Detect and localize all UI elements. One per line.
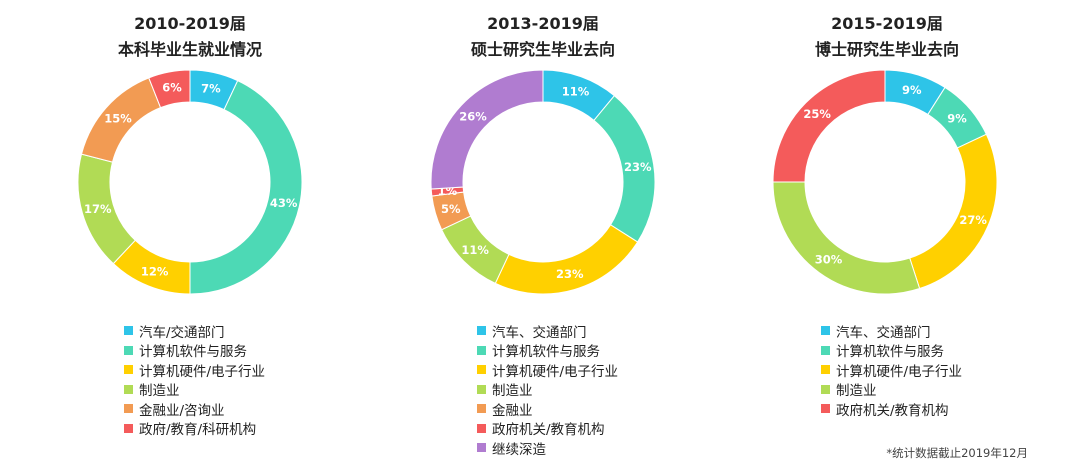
legend-swatch (124, 384, 133, 394)
legend-label: 计算机硬件/电子行业 (492, 363, 619, 380)
legend-swatch (821, 345, 830, 355)
chart-title: 2013-2019届 (487, 14, 599, 33)
legend-label: 政府机关/教育机构 (492, 422, 605, 439)
donut-chart: 11%23%23%11%5%1%26% (430, 69, 656, 295)
donut-slice (148, 69, 191, 109)
donut-slice (430, 69, 544, 190)
legend-item: 制造业 (477, 380, 618, 400)
chart-subtitle: 硕士研究生毕业去向 (470, 40, 615, 59)
legend-swatch (821, 326, 830, 336)
legend-item: 计算机软件与服务 (477, 341, 618, 361)
legend-label: 计算机硬件/电子行业 (836, 363, 963, 380)
slice-value-label: 25% (803, 107, 831, 121)
slice-value-label: 23% (556, 267, 584, 281)
legend-swatch (477, 404, 486, 414)
chart-legend: 汽车/交通部门计算机软件与服务计算机硬件/电子行业 制造业金融业/咨询业政府/教育… (124, 321, 265, 438)
chart-legend: 汽车、交通部门 计算机软件与服务计算机硬件/电子行业 制造业政府机关/教育机构 (821, 321, 962, 419)
slice-value-label: 7% (201, 81, 221, 95)
legend-item: 金融业 (477, 399, 618, 419)
slice-value-label: 43% (270, 196, 298, 210)
legend-label: 制造业 (139, 383, 180, 400)
legend-swatch (124, 365, 133, 375)
donut-chart: 7% 43% 12% 17% 15% 6% (77, 69, 303, 295)
legend-label: 计算机硬件/电子行业 (139, 363, 266, 380)
legend-label: 政府机关/教育机构 (836, 402, 949, 419)
footnote: *统计数据截止2019年12月 (886, 446, 1028, 460)
slice-value-label: 30% (815, 253, 843, 267)
legend-label: 制造业 (492, 383, 533, 400)
legend-swatch (124, 345, 133, 355)
legend-item: 汽车/交通部门 (124, 321, 265, 341)
legend-swatch (124, 404, 133, 414)
legend-item: 政府机关/教育机构 (821, 399, 962, 419)
donut-slice (494, 224, 639, 295)
legend-label: 金融业/咨询业 (139, 402, 225, 419)
legend-item: 制造业 (821, 380, 962, 400)
legend-item: 计算机硬件/电子行业 (821, 360, 962, 380)
legend-swatch (124, 326, 133, 336)
slice-value-label: 26% (459, 109, 487, 123)
donut-slice (909, 133, 998, 290)
donut-slice (772, 181, 921, 295)
slice-value-label: 15% (104, 112, 132, 126)
slice-value-label: 9% (902, 83, 922, 97)
chart-title: 2015-2019届 (831, 14, 943, 33)
slice-value-label: 6% (162, 81, 182, 95)
chart-panel-master: 2013-2019届 硕士研究生毕业去向 11% 23% 23% 11% 5% 1% 26%… (363, 0, 723, 470)
legend-item: 汽车、交通部门 (477, 321, 618, 341)
legend-item: 继续深造 (477, 438, 618, 458)
legend-swatch (821, 404, 830, 414)
chart-legend: 汽车、交通部门 计算机软件与服务计算机硬件/电子行业 制造业金融业政府机关/教育机构… (477, 321, 618, 458)
legend-swatch (477, 384, 486, 394)
legend-label: 计算机软件与服务 (836, 344, 944, 361)
legend-swatch (124, 423, 133, 433)
slice-value-label: 17% (84, 202, 112, 216)
legend-swatch (477, 423, 486, 433)
legend-swatch (477, 326, 486, 336)
chart-panel-phd: 2015-2019届 博士研究生毕业去向 9% 9% 27% 30% 25% 汽车、交通… (707, 0, 1067, 470)
legend-label: 制造业 (836, 383, 877, 400)
legend-item: 计算机硬件/电子行业 (477, 360, 618, 380)
legend-label: 汽车、交通部门 (836, 324, 931, 341)
slice-value-label: 11% (562, 85, 590, 99)
legend-swatch (477, 365, 486, 375)
legend-item: 政府机关/教育机构 (477, 419, 618, 439)
legend-item: 计算机硬件/电子行业 (124, 360, 265, 380)
legend-item: 计算机软件与服务 (124, 341, 265, 361)
legend-swatch (477, 345, 486, 355)
legend-swatch (477, 443, 486, 453)
legend-item: 政府/教育/科研机构 (124, 419, 265, 439)
slice-value-label: 5% (441, 202, 461, 216)
legend-swatch (821, 365, 830, 375)
donut-slice (772, 69, 886, 183)
chart-panel-undergrad: 2010-2019届 本科毕业生就业情况 7% 43% 12% 17% 15% 6% 汽车… (10, 0, 370, 470)
legend-label: 金融业 (492, 402, 533, 419)
donut-chart: 9% 9% 27% 30% 25% (772, 69, 998, 295)
legend-label: 汽车、交通部门 (492, 324, 587, 341)
slice-value-label: 11% (461, 243, 489, 257)
legend-label: 政府/教育/科研机构 (139, 422, 257, 439)
legend-label: 计算机软件与服务 (139, 344, 247, 361)
slice-value-label: 12% (141, 264, 169, 278)
donut-slice (189, 79, 303, 295)
legend-label: 继续深造 (492, 441, 546, 458)
legend-label: 计算机软件与服务 (492, 344, 600, 361)
legend-item: 计算机软件与服务 (821, 341, 962, 361)
legend-item: 制造业 (124, 380, 265, 400)
slice-value-label: 23% (624, 160, 652, 174)
slice-value-label: 27% (959, 213, 987, 227)
legend-item: 汽车、交通部门 (821, 321, 962, 341)
chart-subtitle: 博士研究生毕业去向 (814, 40, 959, 59)
legend-swatch (821, 384, 830, 394)
chart-title: 2010-2019届 (134, 14, 246, 33)
legend-item: 金融业/咨询业 (124, 399, 265, 419)
slice-value-label: 9% (947, 112, 967, 126)
legend-label: 汽车/交通部门 (139, 324, 225, 341)
chart-subtitle: 本科毕业生就业情况 (117, 40, 262, 59)
